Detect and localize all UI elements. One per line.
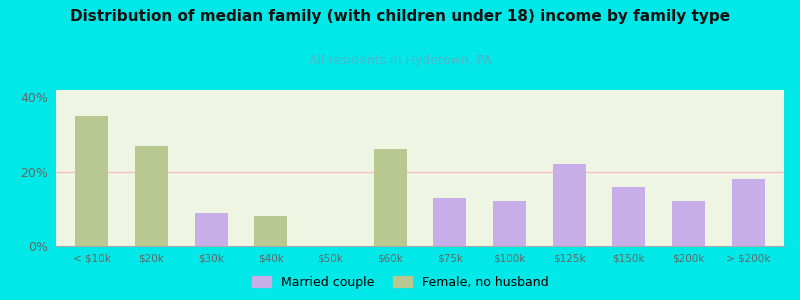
Bar [135, 146, 168, 246]
Bar [613, 187, 646, 246]
Bar [374, 149, 406, 246]
Bar [75, 116, 108, 246]
Bar [493, 201, 526, 246]
Bar [732, 179, 765, 246]
Bar [553, 164, 586, 246]
Bar [254, 216, 287, 246]
Bar [194, 220, 227, 246]
Text: All residents in Hydetown, PA: All residents in Hydetown, PA [309, 54, 491, 67]
Bar [672, 201, 705, 246]
Legend: Married couple, Female, no husband: Married couple, Female, no husband [247, 271, 553, 294]
Text: Distribution of median family (with children under 18) income by family type: Distribution of median family (with chil… [70, 9, 730, 24]
Bar [194, 213, 227, 246]
Bar [434, 198, 466, 246]
